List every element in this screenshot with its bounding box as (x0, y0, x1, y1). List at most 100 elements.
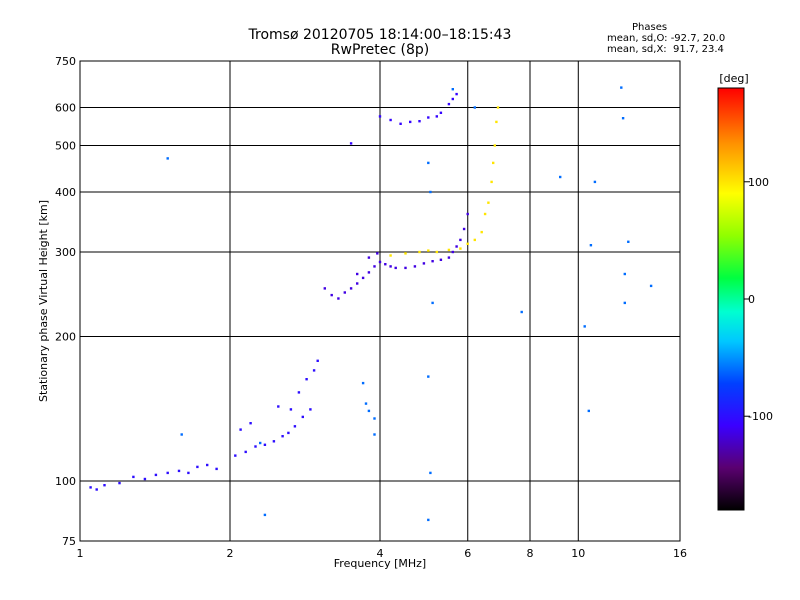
data-point (330, 293, 333, 297)
data-point (492, 161, 495, 165)
data-point (473, 106, 476, 109)
data-point (254, 445, 257, 448)
data-point (413, 265, 417, 268)
data-point (431, 301, 434, 305)
data-point (394, 266, 397, 270)
data-point (447, 256, 451, 259)
data-point (409, 120, 412, 124)
data-point (180, 433, 183, 436)
data-point (427, 518, 430, 522)
colorbar (717, 87, 745, 511)
data-point (427, 161, 430, 165)
data-point (343, 291, 346, 294)
colorbar-tick-label: 0 (748, 293, 755, 306)
y-tick-label: 300 (55, 246, 76, 259)
data-point (356, 272, 359, 276)
data-point (367, 409, 371, 413)
phase-stats-heading: Phases (632, 22, 668, 33)
data-point (466, 242, 469, 245)
data-point (287, 431, 290, 435)
data-point (337, 297, 340, 300)
data-point (583, 325, 586, 328)
x-axis-label: Frequency [MHz] (334, 557, 426, 570)
y-tick-label: 200 (55, 331, 76, 344)
data-point (451, 250, 454, 254)
data-point (312, 369, 316, 372)
grid (80, 61, 680, 541)
y-tick-label: 600 (55, 102, 76, 115)
data-point (462, 227, 466, 231)
colorbar-tick-label: -100 (748, 410, 773, 423)
data-point (234, 454, 237, 457)
x-tick-label: 8 (527, 547, 534, 560)
data-point (239, 428, 242, 431)
data-point (459, 247, 462, 250)
data-point (378, 260, 382, 264)
data-point (620, 86, 623, 89)
y-tick-label: 75 (62, 535, 76, 548)
data-point (293, 425, 297, 428)
data-point (418, 250, 421, 254)
data-point (447, 248, 451, 252)
data-point (480, 230, 483, 234)
data-point (621, 117, 625, 120)
data-point (429, 471, 432, 475)
chart-title-line2: RwPretec (8p) (330, 42, 430, 58)
chart-title-line1: Tromsø 20120705 18:14:00–18:15:43 (248, 27, 512, 43)
data-point (301, 415, 304, 419)
data-point (166, 157, 169, 160)
data-point (143, 477, 147, 481)
data-point (427, 375, 430, 378)
data-point (649, 284, 653, 288)
colorbar-ticks: 100 0 -100 (744, 176, 773, 423)
data-point (277, 405, 280, 408)
data-point (459, 238, 462, 242)
data-point (349, 287, 353, 290)
data-point (316, 359, 319, 362)
y-axis-label: Stationary phase Virtual Height [km] (37, 200, 50, 402)
data-point (373, 417, 376, 420)
y-tick-label: 100 (55, 475, 76, 488)
data-point (389, 254, 392, 257)
data-point (132, 475, 135, 479)
data-point (384, 263, 387, 266)
data-point (361, 381, 365, 385)
phase-stats-x-mode: mean, sd,X: 91.7, 23.4 (607, 44, 724, 55)
data-point (249, 422, 252, 425)
data-point (356, 282, 359, 285)
data-point (297, 391, 301, 394)
data-point (215, 467, 218, 471)
x-tick-label: 1 (77, 547, 84, 560)
data-point (103, 484, 106, 487)
data-point (487, 201, 490, 204)
data-point (281, 435, 284, 438)
data-point (305, 378, 308, 381)
data-point (429, 190, 432, 194)
data-point (399, 122, 402, 125)
data-point (490, 180, 493, 184)
data-point (435, 115, 438, 118)
data-point (389, 118, 392, 122)
data-point (309, 408, 312, 411)
data-point (559, 175, 562, 179)
data-point (349, 142, 353, 145)
data-points (89, 86, 653, 522)
data-point (431, 260, 434, 263)
data-point (187, 471, 190, 475)
y-tick-label: 400 (55, 186, 76, 199)
data-point (272, 440, 276, 443)
data-point (263, 513, 267, 517)
data-point (466, 212, 469, 216)
x-tick-label: 6 (464, 547, 471, 560)
data-point (259, 441, 262, 445)
data-point (118, 481, 121, 485)
data-point (364, 402, 368, 405)
data-point (206, 463, 209, 467)
x-tick-label: 10 (571, 547, 585, 560)
data-point (378, 115, 382, 118)
data-point (439, 111, 443, 114)
y-ticks: 75 100 200 300 400 500 600 750 (55, 55, 76, 548)
colorbar-tick-label: 100 (748, 176, 769, 189)
data-point (593, 180, 597, 184)
